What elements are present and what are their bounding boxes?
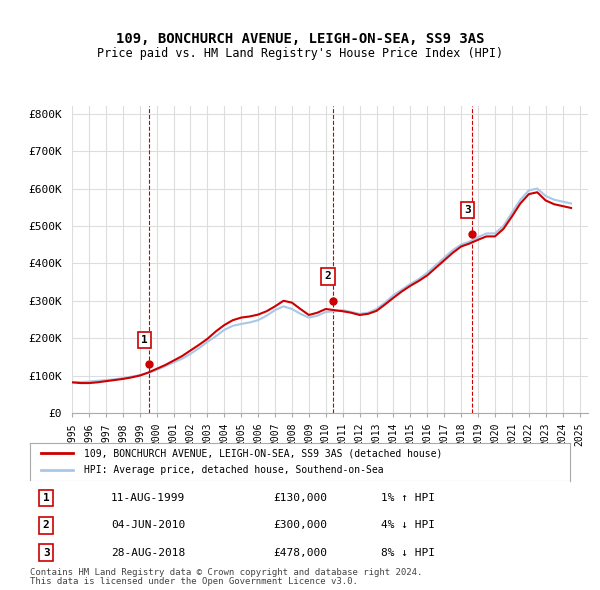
Text: 04-JUN-2010: 04-JUN-2010 <box>111 520 185 530</box>
Text: HPI: Average price, detached house, Southend-on-Sea: HPI: Average price, detached house, Sout… <box>84 465 383 475</box>
Text: 1: 1 <box>141 335 148 345</box>
Text: Contains HM Land Registry data © Crown copyright and database right 2024.: Contains HM Land Registry data © Crown c… <box>30 568 422 577</box>
Text: 1% ↑ HPI: 1% ↑ HPI <box>381 493 435 503</box>
Text: 109, BONCHURCH AVENUE, LEIGH-ON-SEA, SS9 3AS: 109, BONCHURCH AVENUE, LEIGH-ON-SEA, SS9… <box>116 32 484 47</box>
Text: £478,000: £478,000 <box>273 548 327 558</box>
Text: 109, BONCHURCH AVENUE, LEIGH-ON-SEA, SS9 3AS (detached house): 109, BONCHURCH AVENUE, LEIGH-ON-SEA, SS9… <box>84 448 442 458</box>
Text: 8% ↓ HPI: 8% ↓ HPI <box>381 548 435 558</box>
Text: 11-AUG-1999: 11-AUG-1999 <box>111 493 185 503</box>
Text: 4% ↓ HPI: 4% ↓ HPI <box>381 520 435 530</box>
Text: £300,000: £300,000 <box>273 520 327 530</box>
Point <box>145 360 154 369</box>
Point <box>328 296 338 306</box>
Text: This data is licensed under the Open Government Licence v3.0.: This data is licensed under the Open Gov… <box>30 577 358 586</box>
Text: 3: 3 <box>43 548 50 558</box>
Text: £130,000: £130,000 <box>273 493 327 503</box>
Text: 1: 1 <box>43 493 50 503</box>
Text: 2: 2 <box>43 520 50 530</box>
Text: Price paid vs. HM Land Registry's House Price Index (HPI): Price paid vs. HM Land Registry's House … <box>97 47 503 60</box>
Text: 3: 3 <box>464 205 471 215</box>
Point <box>467 230 477 239</box>
Text: 28-AUG-2018: 28-AUG-2018 <box>111 548 185 558</box>
Text: 2: 2 <box>325 271 331 281</box>
